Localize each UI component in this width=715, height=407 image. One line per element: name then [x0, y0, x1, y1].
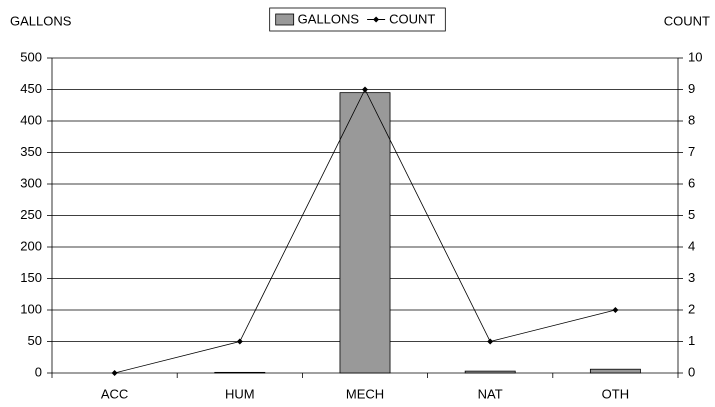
- legend-swatch: [373, 16, 380, 23]
- bar: [339, 92, 391, 374]
- bar: [214, 371, 266, 374]
- legend-box: [269, 7, 446, 32]
- y-tick-label: 100: [20, 301, 42, 316]
- y2-tick-label: 10: [688, 49, 702, 64]
- y2-tick-label: 1: [688, 333, 695, 348]
- y2-tick-label: 0: [688, 364, 695, 379]
- y2-tick-label: 2: [688, 301, 695, 316]
- y2-tick-label: 4: [688, 238, 695, 253]
- y-tick-label: 150: [20, 270, 42, 285]
- y-tick-label: 500: [20, 49, 42, 64]
- marker: [236, 338, 243, 345]
- x-tick-label: MECH: [346, 386, 384, 401]
- y2-tick-label: 6: [688, 175, 695, 190]
- y2-tick-label: 5: [688, 207, 695, 222]
- y2-tick-label: 8: [688, 112, 695, 127]
- y2-axis-label: COUNT: [664, 13, 710, 28]
- y-axis-label: GALLONS: [10, 13, 72, 28]
- y-tick-label: 200: [20, 238, 42, 253]
- marker: [111, 370, 118, 376]
- x-tick-label: OTH: [602, 386, 629, 401]
- y-tick-label: 0: [35, 364, 42, 379]
- legend-swatch: [275, 13, 295, 26]
- bar: [464, 370, 516, 374]
- marker: [362, 86, 368, 93]
- x-tick-label: HUM: [225, 386, 255, 401]
- y2-tick-label: 7: [688, 144, 695, 159]
- y2-tick-label: 3: [688, 270, 695, 285]
- legend-label: COUNT: [389, 11, 435, 26]
- legend-label: GALLONS: [298, 11, 360, 26]
- bar: [589, 368, 641, 374]
- y-tick-label: 400: [20, 112, 42, 127]
- marker: [487, 338, 494, 345]
- y2-tick-label: 9: [688, 81, 695, 96]
- y-tick-label: 50: [28, 333, 42, 348]
- y-tick-label: 450: [20, 81, 42, 96]
- x-tick-label: NAT: [478, 386, 503, 401]
- marker: [612, 307, 619, 313]
- y-tick-label: 350: [20, 144, 42, 159]
- x-tick-label: ACC: [101, 386, 128, 401]
- y-tick-label: 300: [20, 175, 42, 190]
- y-tick-label: 250: [20, 207, 42, 222]
